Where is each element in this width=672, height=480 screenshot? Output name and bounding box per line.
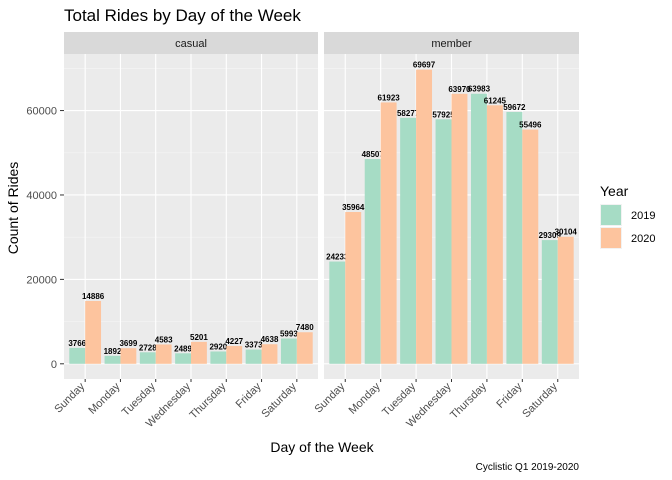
bar <box>435 119 452 364</box>
bar <box>104 355 121 364</box>
bar <box>416 69 433 364</box>
data-label: 4638 <box>261 335 279 344</box>
data-label: 29309 <box>539 231 562 240</box>
data-label: 59672 <box>503 103 526 112</box>
data-label: 4583 <box>155 335 173 344</box>
bar <box>345 212 362 364</box>
data-label: 24233 <box>326 253 349 262</box>
bar <box>85 300 102 364</box>
chart-title: Total Rides by Day of the Week <box>64 6 301 25</box>
x-axis-title: Day of the Week <box>270 439 374 455</box>
bar <box>557 236 574 364</box>
data-label: 61245 <box>484 96 507 105</box>
data-label: 14886 <box>82 292 105 301</box>
x-tick-label: Thursday <box>187 380 228 421</box>
bar <box>329 261 346 364</box>
bar <box>470 93 487 364</box>
data-label: 58277 <box>397 109 420 118</box>
bar <box>400 117 417 364</box>
y-tick-label: 60000 <box>26 106 57 118</box>
y-tick-label: 0 <box>51 359 57 371</box>
data-label: 3373 <box>245 341 263 350</box>
legend-title: Year <box>600 183 629 199</box>
data-label: 2920 <box>209 342 227 351</box>
facet-label: member <box>431 38 472 50</box>
x-tick-label: Friday <box>494 380 524 410</box>
caption: Cyclistic Q1 2019-2020 <box>476 462 580 473</box>
bar <box>522 129 539 364</box>
bar <box>486 105 503 364</box>
bar <box>191 341 207 364</box>
data-label: 3766 <box>68 339 86 348</box>
legend-label: 2020 <box>631 233 655 245</box>
x-tick-label: Thursday <box>448 380 489 421</box>
bar <box>506 111 523 364</box>
bar <box>175 353 191 364</box>
data-label: 63970 <box>448 85 471 94</box>
x-tick-label: Saturday <box>259 380 299 420</box>
data-label: 55496 <box>519 121 542 130</box>
data-label: 63983 <box>468 85 491 94</box>
bar <box>451 93 468 364</box>
facet-label: casual <box>175 38 207 50</box>
bar <box>296 332 313 364</box>
bar <box>120 348 137 364</box>
x-tick-label: Sunday <box>52 380 87 415</box>
data-label: 2489 <box>174 344 192 353</box>
x-tick-label: Saturday <box>520 380 560 420</box>
bar <box>210 351 227 364</box>
bar <box>541 240 558 364</box>
legend-swatch <box>601 205 621 225</box>
facet-strip <box>324 32 579 54</box>
y-axis-title: Count of Rides <box>5 162 21 255</box>
data-label: 7480 <box>296 323 314 332</box>
data-label: 2728 <box>139 343 157 352</box>
facet-strip <box>64 32 318 54</box>
plot-area: casual 3766 1892 2728 2489 2920 3373 5993 14886 3… <box>26 32 579 430</box>
data-label: 5993 <box>280 330 298 339</box>
y-tick-label: 40000 <box>26 190 57 202</box>
data-label: 5201 <box>190 333 208 342</box>
legend: Year 2019 2020 <box>600 183 655 249</box>
data-label: 4227 <box>225 337 243 346</box>
data-label: 1892 <box>104 347 122 356</box>
x-tick-label: Sunday <box>313 380 348 415</box>
data-label: 57925 <box>432 110 455 119</box>
legend-swatch <box>601 228 621 248</box>
x-tick-label: Monday <box>347 380 384 417</box>
y-tick-label: 20000 <box>26 274 57 286</box>
bar <box>380 102 397 364</box>
x-tick-label: Monday <box>86 380 123 417</box>
legend-label: 2019 <box>631 210 655 222</box>
data-label: 48507 <box>362 150 385 159</box>
bar <box>364 159 381 364</box>
bar <box>155 344 172 364</box>
data-label: 61923 <box>378 93 401 102</box>
bar <box>226 345 243 364</box>
x-tick-label: Friday <box>234 380 264 410</box>
bar <box>280 338 297 364</box>
data-label: 3699 <box>119 339 137 348</box>
data-label: 30104 <box>555 228 578 237</box>
bar <box>261 344 278 364</box>
data-label: 69697 <box>413 61 436 70</box>
data-label: 35964 <box>342 203 365 212</box>
bar <box>69 347 86 364</box>
bar <box>139 352 156 364</box>
bar <box>245 349 262 364</box>
